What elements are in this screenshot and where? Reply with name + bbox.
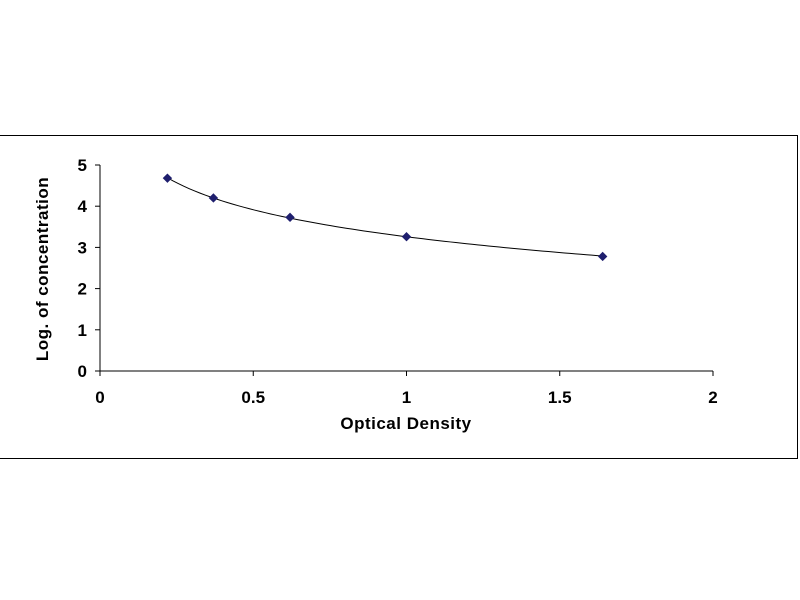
data-point (162, 173, 173, 183)
data-point (401, 231, 412, 242)
y-tick-label: 4 (78, 197, 88, 216)
chart-frame (0, 135, 798, 459)
y-tick-label: 3 (78, 238, 87, 257)
x-tick-label: 0.5 (241, 388, 265, 407)
x-tick-label: 0 (95, 388, 104, 407)
data-point (208, 193, 219, 203)
data-points (162, 173, 608, 262)
y-ticks: 0 1 2 3 4 5 (78, 156, 100, 381)
y-tick-label: 0 (78, 362, 87, 381)
x-axis-title: Optical Density (340, 414, 471, 433)
x-tick-label: 2 (708, 388, 717, 407)
y-axis-title: Log. of concentration (33, 177, 52, 361)
data-point (597, 251, 608, 262)
x-ticks: 0 0.5 1 1.5 2 (95, 371, 718, 407)
y-tick-label: 5 (78, 156, 87, 175)
axes (99, 165, 713, 372)
y-tick-label: 2 (78, 280, 87, 299)
data-point (285, 212, 295, 223)
y-tick-label: 1 (78, 321, 87, 340)
fit-curve (167, 177, 603, 257)
x-tick-label: 1 (402, 388, 411, 407)
x-tick-label: 1.5 (548, 388, 572, 407)
